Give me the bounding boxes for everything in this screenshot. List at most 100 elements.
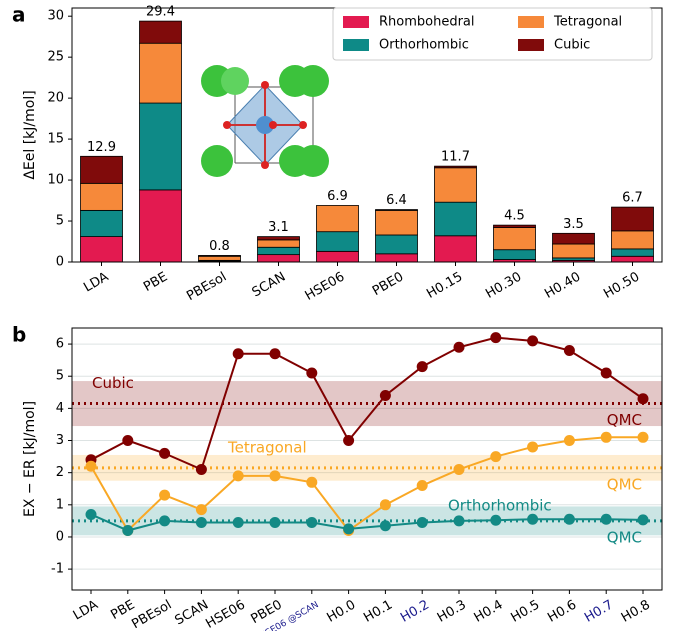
y-tick-label: 10 — [47, 173, 64, 188]
point — [122, 435, 134, 447]
point — [195, 516, 207, 528]
y-tick-label: 2 — [56, 465, 64, 480]
bar-segment — [375, 253, 418, 263]
bar-segment — [198, 255, 241, 261]
bar-segment — [552, 243, 595, 259]
bar-segment — [139, 20, 182, 44]
series-label: Tetragonal — [227, 438, 307, 456]
series-line — [90, 513, 644, 532]
bar-segment — [257, 236, 300, 241]
y-tick-label: 25 — [47, 50, 64, 65]
bar-segment — [139, 42, 182, 104]
x-tick-label: H0.8 — [619, 598, 653, 626]
y-tick-label: 1 — [56, 497, 64, 512]
y-tick-label: 30 — [47, 9, 64, 24]
point — [490, 451, 502, 463]
y-axis-label: ΔEel [kJ/mol] — [22, 90, 38, 179]
bar-segment — [316, 205, 359, 233]
total-label: 29.4 — [146, 5, 175, 20]
point — [563, 435, 575, 447]
y-tick-label: 15 — [47, 132, 64, 147]
total-label: 4.5 — [504, 209, 525, 224]
bar-segment — [316, 231, 359, 252]
x-tick-label: HSE06 — [203, 598, 248, 631]
x-tick-label: H0.0 — [324, 598, 358, 626]
x-tick-label: H0.7 — [582, 598, 616, 626]
bar-segment — [611, 255, 654, 263]
series-line — [90, 336, 644, 471]
legend-swatch — [343, 16, 369, 28]
point — [232, 516, 244, 528]
y-tick-label: 5 — [56, 369, 64, 384]
point — [379, 390, 391, 402]
total-label: 6.9 — [327, 189, 348, 204]
bar-segment — [434, 235, 477, 263]
legend-label: Rhombohedral — [379, 15, 475, 30]
series-label: Cubic — [92, 374, 134, 392]
bar-segment — [434, 201, 477, 237]
bar-segment — [493, 249, 536, 260]
point — [527, 441, 539, 453]
point — [416, 480, 428, 492]
x-tick-label: H0.50 — [601, 270, 642, 302]
point — [269, 470, 281, 482]
point — [379, 520, 391, 532]
x-tick-label: H0.6 — [545, 598, 579, 626]
point — [343, 435, 355, 447]
x-tick-label: HSE06 — [303, 270, 348, 304]
point — [490, 332, 502, 344]
bar-segment — [257, 254, 300, 263]
point — [195, 504, 207, 516]
bar-segment — [80, 182, 123, 211]
y-tick-label: 0 — [56, 529, 64, 544]
point — [637, 514, 649, 526]
reference-label: QMC — [607, 411, 642, 429]
point — [637, 393, 649, 405]
bar-segment — [552, 232, 595, 245]
point — [600, 367, 612, 379]
bar-segment — [493, 227, 536, 251]
point — [600, 513, 612, 525]
panel-label: b — [12, 323, 26, 347]
bar-segment — [257, 239, 300, 248]
bar-segment — [375, 209, 418, 211]
legend-swatch — [343, 39, 369, 51]
x-tick-label: H0.40 — [542, 270, 583, 302]
point — [85, 460, 97, 472]
total-label: 3.1 — [268, 220, 289, 235]
x-tick-label: H0.2 — [398, 598, 432, 626]
point — [527, 335, 539, 347]
point — [122, 525, 134, 537]
total-label: 6.7 — [622, 191, 643, 206]
x-tick-label: PBE0 — [370, 270, 406, 300]
point — [453, 515, 465, 527]
total-label: 11.7 — [441, 150, 470, 165]
point — [306, 476, 318, 488]
point — [306, 367, 318, 379]
point — [453, 341, 465, 353]
plot-frame — [71, 327, 663, 591]
bar-segment — [611, 230, 654, 250]
point — [269, 348, 281, 360]
point — [232, 348, 244, 360]
y-tick-label: 20 — [47, 91, 64, 106]
point — [379, 499, 391, 511]
bar-segment — [611, 248, 654, 257]
point — [269, 516, 281, 528]
point — [195, 463, 207, 475]
point — [563, 513, 575, 525]
total-label: 12.9 — [87, 140, 116, 155]
bar-segment — [434, 167, 477, 203]
point — [159, 489, 171, 501]
y-tick-label: -1 — [51, 562, 64, 577]
point — [527, 513, 539, 525]
bar-segment — [493, 224, 536, 228]
x-tick-label: PBE — [141, 270, 170, 295]
point — [85, 508, 97, 520]
point — [600, 431, 612, 443]
bar-segment — [434, 165, 477, 169]
x-tick-label: H0.5 — [508, 598, 542, 626]
legend-label: Cubic — [554, 38, 590, 53]
bar-segment — [80, 236, 123, 263]
